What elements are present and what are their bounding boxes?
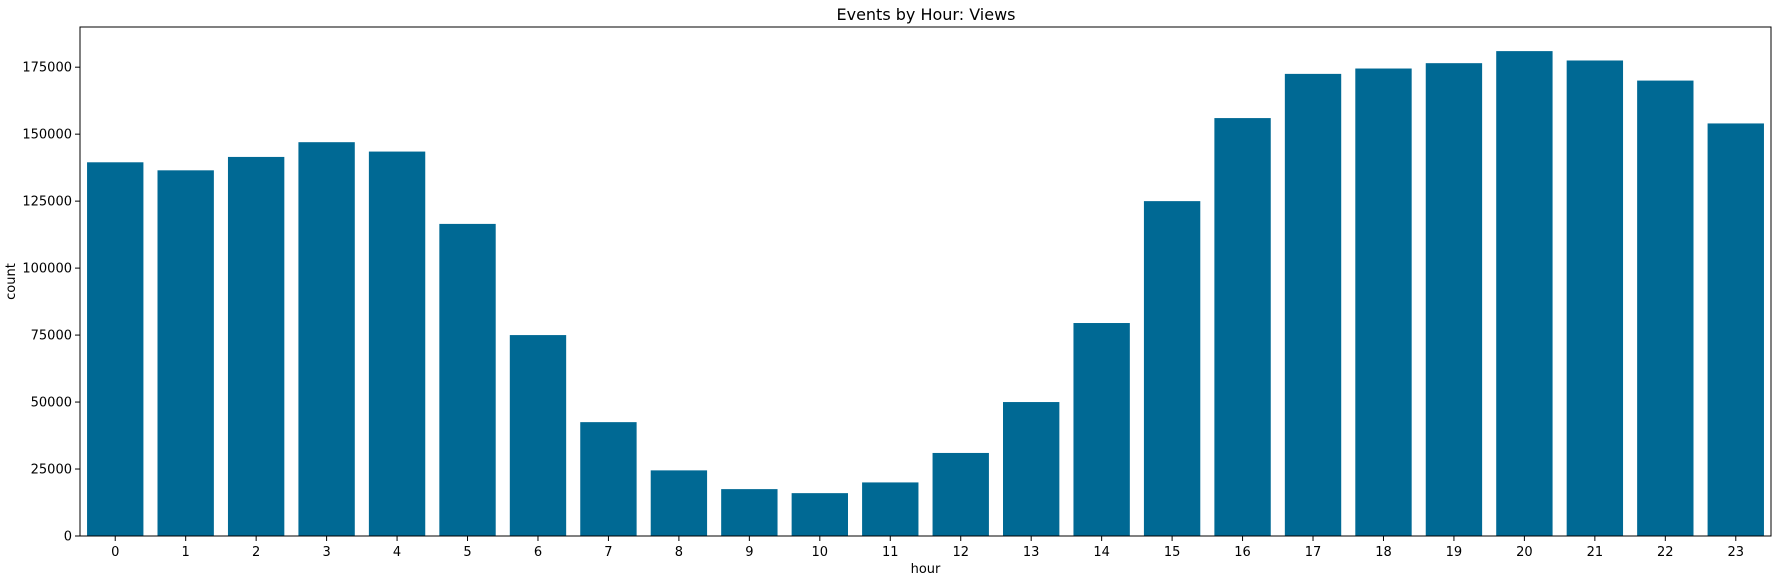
x-tick-label: 13 [1023, 545, 1040, 560]
bar-hour-16 [1214, 118, 1271, 536]
bar-hour-9 [721, 489, 778, 536]
y-axis-title: count [4, 263, 19, 300]
bar-hour-22 [1637, 80, 1694, 536]
bar-hour-21 [1566, 60, 1624, 537]
x-tick-label: 8 [675, 545, 683, 560]
x-tick-label: 20 [1516, 545, 1533, 560]
bar-hour-12 [932, 452, 989, 536]
y-tick-label: 50000 [31, 396, 72, 411]
y-tick-label: 175000 [22, 61, 72, 76]
bar-hour-5 [439, 223, 496, 536]
x-tick-label: 6 [534, 545, 542, 560]
bar-hour-15 [1143, 201, 1201, 536]
y-tick-label: 0 [64, 530, 72, 545]
x-tick-label: 17 [1305, 545, 1322, 560]
bar-hour-3 [298, 142, 355, 536]
bar-hour-0 [87, 162, 144, 537]
y-tick-label: 25000 [31, 463, 72, 478]
x-tick-label: 15 [1164, 545, 1181, 560]
x-tick-label: 12 [952, 545, 969, 560]
x-tick-label: 16 [1234, 545, 1251, 560]
plot-frame [79, 26, 1772, 537]
x-tick-label: 7 [604, 545, 612, 560]
x-tick-label: 11 [882, 545, 899, 560]
x-tick-label: 19 [1446, 545, 1463, 560]
bar-hour-20 [1496, 51, 1553, 537]
y-tick-label: 125000 [22, 195, 72, 210]
bar-hour-13 [1003, 402, 1060, 536]
bar-hour-11 [862, 482, 919, 536]
x-tick-label: 18 [1375, 545, 1392, 560]
x-tick-label: 4 [393, 545, 401, 560]
bar-hour-4 [368, 151, 426, 536]
x-tick-label: 10 [812, 545, 829, 560]
bar-hour-19 [1425, 63, 1483, 537]
chart-title: Events by Hour: Views [836, 5, 1015, 24]
x-tick-label: 22 [1657, 545, 1674, 560]
x-tick-label: 9 [745, 545, 753, 560]
bar-hour-6 [509, 335, 567, 536]
bar-hour-7 [580, 422, 637, 536]
y-axis-ticks: 0 25000 50000 75000 100000 125000 150000 175000 [22, 61, 80, 545]
y-tick-label: 75000 [31, 329, 72, 344]
bars-group [87, 51, 1764, 537]
x-tick-label: 1 [182, 545, 190, 560]
x-tick-label: 23 [1727, 545, 1744, 560]
bar-hour-2 [227, 156, 285, 536]
x-tick-label: 21 [1587, 545, 1604, 560]
x-tick-label: 3 [322, 545, 330, 560]
y-tick-label: 100000 [22, 262, 72, 277]
x-tick-label: 5 [463, 545, 471, 560]
bar-hour-18 [1355, 68, 1412, 537]
x-tick-label: 0 [111, 545, 119, 560]
bar-hour-17 [1284, 73, 1342, 536]
x-axis-ticks: 0 1 2 3 4 5 6 7 8 9 10 11 12 13 14 15 16 17 18 19 20 21 22 23 [111, 536, 1744, 560]
x-tick-label: 14 [1093, 545, 1110, 560]
bar-hour-23 [1707, 123, 1764, 536]
bar-hour-8 [650, 470, 708, 536]
bar-hour-10 [791, 493, 848, 536]
y-tick-label: 150000 [22, 128, 72, 143]
bar-hour-1 [157, 170, 214, 536]
x-tick-label: 2 [252, 545, 260, 560]
x-axis-title: hour [911, 562, 941, 577]
bar-hour-14 [1073, 323, 1130, 536]
